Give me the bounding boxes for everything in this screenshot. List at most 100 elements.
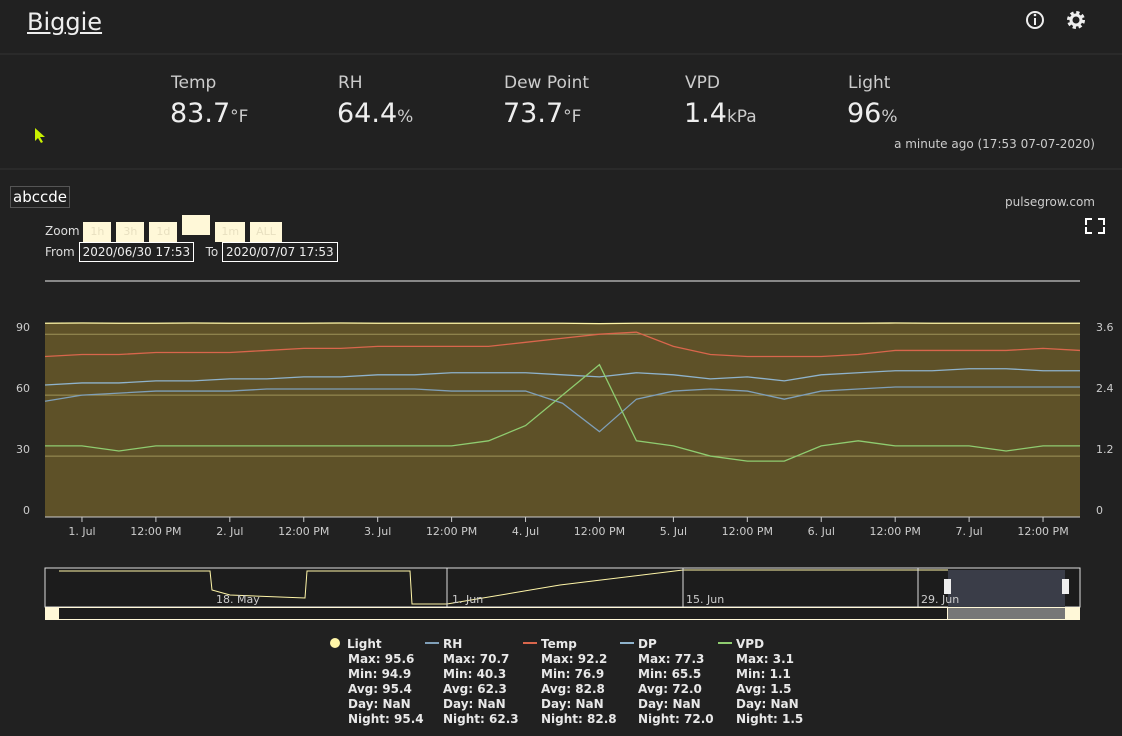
legend-item[interactable]: RH Max: 70.7 Min: 40.3 Avg: 62.3 Day: NaN Nig… <box>425 637 519 727</box>
metric-number: 83.7 <box>170 98 231 129</box>
zoom-button[interactable]: 3h <box>116 222 145 242</box>
metric-value: 96% <box>847 98 898 129</box>
legend-name: RH <box>443 637 463 651</box>
cursor <box>35 128 45 143</box>
zoom-buttons: 1h 3h 1d 1m ALL <box>83 215 287 242</box>
metric-unit: °F <box>230 107 249 127</box>
fullscreen-icon[interactable] <box>1085 218 1105 234</box>
legend-header: Light <box>330 637 424 652</box>
legend-item[interactable]: VPD Max: 3.1 Min: 1.1 Avg: 1.5 Day: NaN Night… <box>718 637 803 727</box>
x-tick-label: 12:00 PM <box>1017 525 1068 538</box>
metric-number: 1.4 <box>684 98 727 129</box>
scrollbar-thumb[interactable] <box>948 608 1065 619</box>
info-icon[interactable] <box>1026 11 1044 29</box>
updated-time: a minute ago (17:53 07-07-2020) <box>894 137 1095 151</box>
y-tick-label: 90 <box>16 321 30 334</box>
line <box>44 386 1080 433</box>
legend-name: Light <box>347 637 382 651</box>
to-input[interactable]: 2020/07/07 17:53 <box>222 242 338 262</box>
line <box>45 363 1080 462</box>
legend-stat: Day: NaN <box>736 697 799 711</box>
plot <box>44 322 1081 518</box>
legend-marker <box>425 642 439 644</box>
navigator[interactable] <box>44 567 1081 608</box>
metric-number: 96 <box>847 98 882 129</box>
legend-item[interactable]: Light Max: 95.6 Min: 94.9 Avg: 95.4 Day: NaN… <box>330 637 424 727</box>
x-tick-label: 7. Jul <box>955 525 982 538</box>
legend-marker <box>523 642 537 644</box>
legend-stat: Min: 1.1 <box>736 667 791 681</box>
legend-stat: Min: 76.9 <box>541 667 605 681</box>
line <box>44 331 1081 358</box>
x-tick-label: 12:00 PM <box>870 525 921 538</box>
legend-name: DP <box>638 637 657 651</box>
from-label: From <box>45 245 75 259</box>
legend-header: Temp <box>523 637 617 652</box>
to-label: To <box>205 245 219 259</box>
navigator-selection[interactable] <box>948 570 1065 607</box>
metric-value: 83.7°F <box>170 98 248 129</box>
metric-label: Light <box>848 73 891 93</box>
x-tick-label: 12:00 PM <box>722 525 773 538</box>
metric-label: Temp <box>171 73 217 93</box>
settings-icon-ring <box>1069 13 1083 27</box>
device-name[interactable]: abccde <box>10 186 70 208</box>
y2-tick-label: 2.4 <box>1096 382 1114 395</box>
metric-value: 73.7°F <box>503 98 581 129</box>
legend-stat: Max: 77.3 <box>638 652 705 666</box>
legend-stat: Avg: 95.4 <box>348 682 412 696</box>
legend-stat: Max: 92.2 <box>541 652 608 666</box>
legend-stat: Avg: 82.8 <box>541 682 605 696</box>
legend-stat: Avg: 1.5 <box>736 682 792 696</box>
legend-stat: Min: 94.9 <box>348 667 412 681</box>
metric-value: 64.4% <box>337 98 413 129</box>
site-title[interactable]: Biggie <box>27 8 103 36</box>
metric-value: 1.4kPa <box>684 98 757 129</box>
legend-stat: Day: NaN <box>541 697 604 711</box>
navigator-label: 18. May <box>216 593 260 606</box>
x-tick-label: 12:00 PM <box>278 525 329 538</box>
info-icon-bar <box>1034 18 1036 25</box>
range-row: From 2020/06/30 17:53 To 2020/07/07 17:5… <box>45 242 338 262</box>
navigator-label: 29. Jun <box>921 593 959 606</box>
metric-unit: % <box>881 107 898 127</box>
navigator-label: 15. Jun <box>686 593 724 606</box>
legend-stat: Day: NaN <box>638 697 701 711</box>
metric-label: RH <box>338 73 363 93</box>
legend-item[interactable]: DP Max: 77.3 Min: 65.5 Avg: 72.0 Day: NaN Nig… <box>620 637 714 727</box>
settings-icon[interactable] <box>1067 11 1085 29</box>
zoom-button[interactable]: 1d <box>149 222 178 242</box>
navigator-line <box>59 569 948 605</box>
y2-tick-label: 1.2 <box>1096 443 1114 456</box>
y-tick-label: 30 <box>16 443 30 456</box>
legend-stat: Min: 40.3 <box>443 667 507 681</box>
from-input[interactable]: 2020/06/30 17:53 <box>78 242 195 262</box>
x-tick-label: 1. Jul <box>68 525 95 538</box>
x-tick-label: 12:00 PM <box>130 525 181 538</box>
zoom-button[interactable]: 1m <box>215 222 246 242</box>
metric-label: Dew Point <box>504 73 590 93</box>
legend-name: VPD <box>736 637 765 651</box>
legend-marker <box>330 638 340 648</box>
x-tick-label: 4. Jul <box>512 525 539 538</box>
navigator-handle[interactable] <box>944 579 951 594</box>
zoom-button[interactable] <box>182 215 211 235</box>
y2-tick-label: 0 <box>1096 504 1103 517</box>
legend-stat: Night: 95.4 <box>348 712 424 726</box>
line <box>44 322 1080 325</box>
zoom-button[interactable]: ALL <box>250 222 282 242</box>
legend-stat: Max: 3.1 <box>736 652 795 666</box>
scrollbar-track <box>59 608 947 619</box>
legend-stat: Avg: 62.3 <box>443 682 507 696</box>
x-tick-label: 5. Jul <box>660 525 687 538</box>
legend-stat: Min: 65.5 <box>638 667 702 681</box>
legend-item[interactable]: Temp Max: 92.2 Min: 76.9 Avg: 82.8 Day: NaN N… <box>523 637 617 727</box>
zoom-button[interactable]: 1h <box>83 222 112 242</box>
navigator-handle[interactable] <box>1062 579 1069 594</box>
metric-number: 64.4 <box>337 98 398 129</box>
legend-stat: Max: 70.7 <box>443 652 510 666</box>
navigator-label: 1. Jun <box>452 593 483 606</box>
legend-marker <box>620 642 634 644</box>
legend-stat: Night: 62.3 <box>443 712 519 726</box>
